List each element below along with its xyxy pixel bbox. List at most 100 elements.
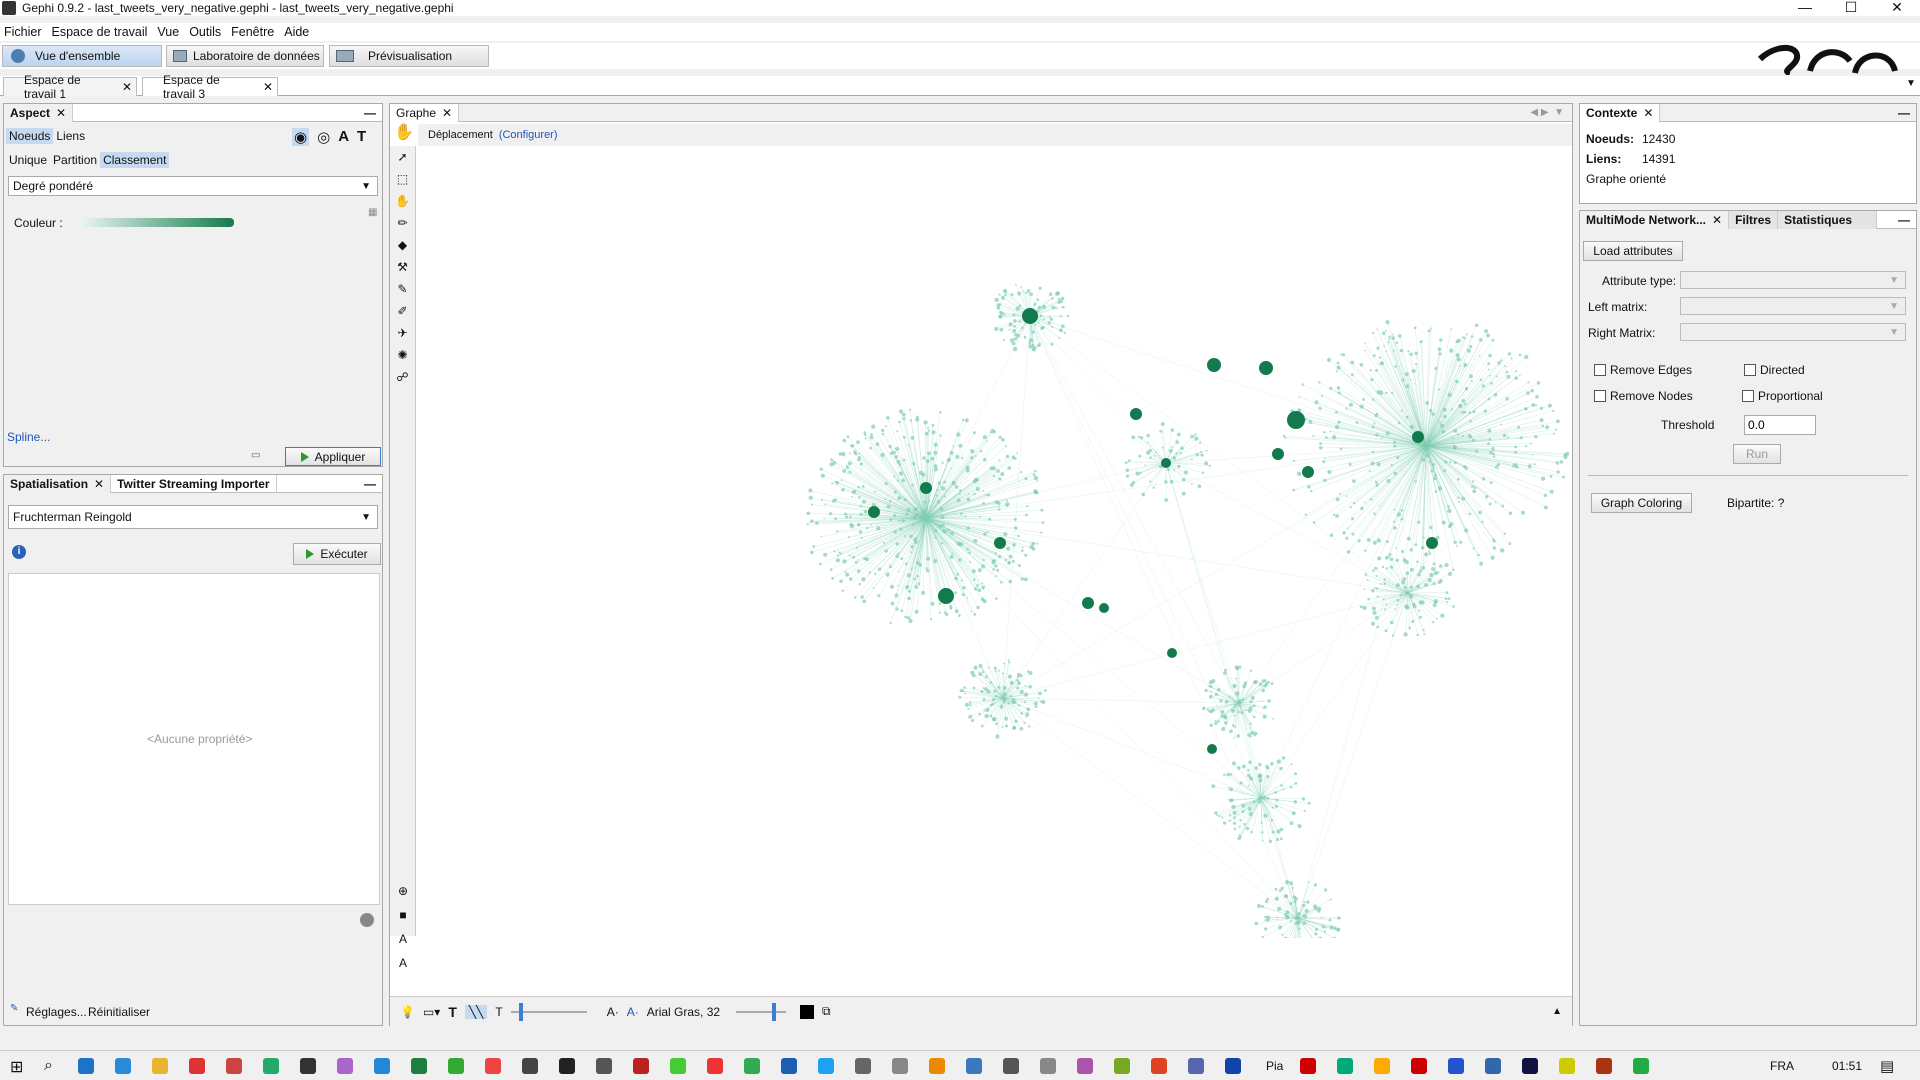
hub-node[interactable] — [868, 506, 880, 518]
taskbar-app-icon[interactable] — [633, 1058, 649, 1074]
taskbar-app-icon[interactable] — [1522, 1058, 1538, 1074]
menu-espace-de-travail[interactable]: Espace de travail — [51, 25, 148, 39]
font-label[interactable]: Arial Gras, 32 — [646, 1004, 721, 1019]
hub-node[interactable] — [1302, 466, 1314, 478]
shortest-path-icon[interactable]: ✈ — [397, 326, 408, 340]
taskbar-app-icon[interactable] — [929, 1058, 945, 1074]
taskbar-app-icon[interactable] — [892, 1058, 908, 1074]
close-icon[interactable]: ✕ — [262, 80, 273, 94]
tab-liens[interactable]: Liens — [56, 129, 86, 143]
apply-button[interactable]: Appliquer — [285, 447, 381, 466]
ranking-attribute-select[interactable]: Degré pondéré ▼ — [8, 176, 378, 196]
taskbar-app-icon[interactable] — [1633, 1058, 1649, 1074]
attributes-icon[interactable]: ⧉ — [822, 1004, 831, 1018]
show-labels-icon[interactable]: T — [448, 1003, 457, 1020]
label-font-icon[interactable]: A — [398, 956, 407, 970]
hub-node[interactable] — [1207, 744, 1217, 754]
edge-pencil-icon[interactable]: ✐ — [397, 304, 408, 318]
clock[interactable]: 01:51 — [1832, 1059, 1863, 1073]
taskbar-app-icon[interactable] — [707, 1058, 723, 1074]
screenshot-icon[interactable]: ▭▾ — [422, 1004, 441, 1019]
taskbar-app-icon[interactable] — [1411, 1058, 1427, 1074]
taskbar-app-icon[interactable] — [374, 1058, 390, 1074]
attribute-type-select[interactable]: ▼ — [1680, 271, 1906, 289]
preview-mode-button[interactable]: Prévisualisation — [329, 45, 489, 67]
label-color-icon[interactable]: A — [338, 128, 350, 145]
run-layout-button[interactable]: Exécuter — [293, 543, 381, 565]
taskbar-app-icon[interactable] — [781, 1058, 797, 1074]
taskbar-app-icon[interactable] — [559, 1058, 575, 1074]
taskbar-app-icon[interactable] — [189, 1058, 205, 1074]
minimize-panel-icon[interactable]: — — [1898, 105, 1910, 120]
directed-checkbox[interactable]: Directed — [1744, 363, 1805, 377]
rect-select-icon[interactable]: ⬚ — [396, 172, 409, 186]
threshold-input[interactable] — [1744, 415, 1816, 435]
taskbar-app-icon[interactable] — [115, 1058, 131, 1074]
taskbar-app-icon[interactable] — [596, 1058, 612, 1074]
font-size-icon[interactable]: A· — [606, 1004, 619, 1019]
right-matrix-select[interactable]: ▼ — [1680, 323, 1906, 341]
palette-picker-icon[interactable]: ▦ — [368, 207, 378, 218]
hub-node[interactable] — [1426, 537, 1438, 549]
hub-node[interactable] — [1287, 411, 1305, 429]
node-size-slider[interactable] — [510, 1002, 587, 1021]
label-color-swatch[interactable] — [800, 1004, 815, 1019]
taskbar-app-icon[interactable] — [1188, 1058, 1204, 1074]
hub-node[interactable] — [1130, 408, 1142, 420]
minimize-panel-icon[interactable]: — — [364, 476, 376, 491]
overview-mode-button[interactable]: Vue d'ensemble — [2, 45, 162, 67]
taskbar-app-icon[interactable] — [1485, 1058, 1501, 1074]
font-icon[interactable]: A· — [626, 1004, 639, 1019]
label-color-icon[interactable]: A — [398, 932, 407, 946]
menu-vue[interactable]: Vue — [157, 25, 180, 39]
tab-spatialisation[interactable]: Spatialisation — [10, 476, 89, 491]
taskbar-app-icon[interactable] — [1596, 1058, 1612, 1074]
taskbar-app-icon[interactable] — [855, 1058, 871, 1074]
data-lab-mode-button[interactable]: Laboratoire de données — [166, 45, 324, 67]
taskbar-app-icon[interactable] — [744, 1058, 760, 1074]
taskbar-app-icon[interactable] — [337, 1058, 353, 1074]
nav-arrows-icon[interactable]: ◀ ▶ ▼ — [1530, 107, 1564, 118]
chevron-down-icon[interactable]: ▼ — [1906, 78, 1916, 89]
pencil-icon[interactable]: ✎ — [397, 282, 408, 296]
close-icon[interactable]: ✕ — [442, 105, 453, 120]
sizer-icon[interactable]: ◆ — [397, 238, 408, 252]
close-icon[interactable]: ✕ — [94, 476, 105, 491]
taskbar-app-icon[interactable] — [1077, 1058, 1093, 1074]
label-size-icon[interactable]: T — [357, 128, 367, 145]
taskbar-app-icon[interactable] — [300, 1058, 316, 1074]
close-icon[interactable]: ✕ — [1712, 212, 1723, 227]
taskbar-app-icon[interactable] — [1448, 1058, 1464, 1074]
minimize-panel-icon[interactable]: — — [364, 105, 376, 120]
taskbar-app-icon[interactable] — [966, 1058, 982, 1074]
taskbar-app-icon[interactable] — [448, 1058, 464, 1074]
taskbar-app-icon[interactable] — [818, 1058, 834, 1074]
hub-node[interactable] — [1167, 648, 1177, 658]
taskbar-app-icon[interactable] — [1300, 1058, 1316, 1074]
spline-link[interactable]: Spline... — [7, 430, 51, 444]
palette-icon[interactable]: ◉ — [292, 128, 310, 146]
pan-tool-icon[interactable]: ✋ — [394, 124, 414, 141]
tab-unique[interactable]: Unique — [9, 153, 48, 167]
close-window-button[interactable]: ✕ — [1891, 0, 1903, 15]
pia-label[interactable]: Pia — [1266, 1059, 1284, 1073]
heat-map-icon[interactable]: ✺ — [397, 348, 408, 362]
maximize-button[interactable]: ☐ — [1844, 0, 1858, 15]
taskbar-app-icon[interactable] — [1151, 1058, 1167, 1074]
hub-node[interactable] — [938, 588, 954, 604]
taskbar-app-icon[interactable] — [1559, 1058, 1575, 1074]
taskbar-app-icon[interactable] — [411, 1058, 427, 1074]
tab-graphe[interactable]: Graphe — [396, 105, 437, 120]
tab-contexte[interactable]: Contexte — [1586, 105, 1638, 120]
taskbar-app-icon[interactable] — [1114, 1058, 1130, 1074]
proportional-checkbox[interactable]: Proportional — [1742, 389, 1823, 403]
taskbar-app-icon[interactable] — [1337, 1058, 1353, 1074]
edge-display-icon[interactable]: ╲╲ — [464, 1004, 488, 1019]
toggle-icon[interactable]: ▭ — [251, 450, 261, 461]
tab-filtres[interactable]: Filtres — [1735, 212, 1772, 227]
hub-node[interactable] — [1082, 597, 1094, 609]
tab-classement[interactable]: Classement — [100, 152, 170, 168]
expand-icon[interactable]: ▲ — [1552, 1006, 1562, 1017]
layout-algorithm-select[interactable]: Fruchterman Reingold ▼ — [8, 505, 378, 529]
pointer-icon[interactable]: ➚ — [397, 150, 408, 164]
